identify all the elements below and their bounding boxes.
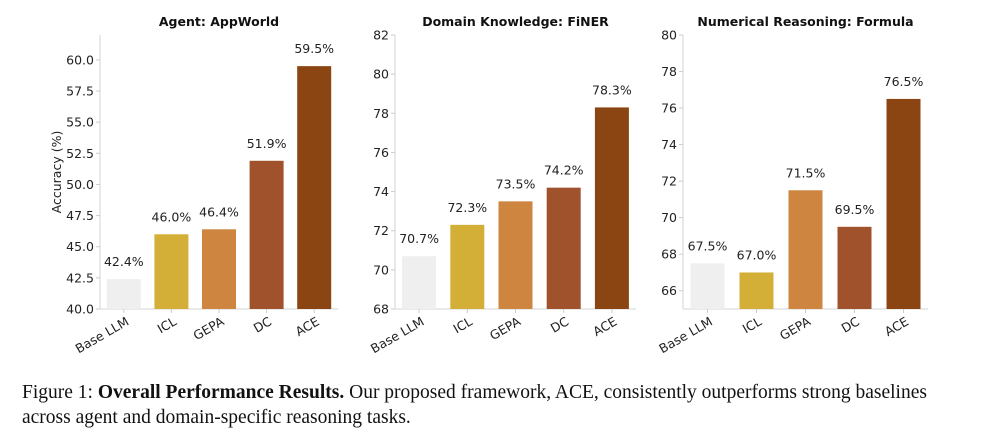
figure-charts: Agent: AppWorld 40.0 42.5 45.0 47.5 50.0 52.5 5…	[49, 14, 928, 356]
y-tick-label: 50.0	[66, 177, 94, 192]
y-tick-label: 70	[661, 210, 677, 225]
y-tick-label: 72	[373, 223, 389, 238]
x-tick-label: DC	[839, 313, 863, 335]
caption-bold: Overall Performance Results.	[97, 382, 345, 403]
x-tick-label: ICL	[451, 314, 475, 337]
y-tick-label: 74	[373, 184, 389, 199]
x-tick-label: GEPA	[777, 313, 813, 343]
figure-caption: Figure 1: Overall Performance Results. O…	[22, 380, 972, 430]
x-tick-label: DC	[251, 313, 275, 335]
y-tick-label: 78	[661, 64, 677, 79]
bar-base-llm	[402, 256, 437, 309]
y-tick-label: 40.0	[66, 302, 94, 317]
y-tick-label: 47.5	[66, 208, 94, 223]
y-tick-label: 52.5	[66, 146, 94, 161]
data-label: 70.7%	[399, 231, 439, 246]
data-label: 78.3%	[592, 82, 632, 97]
bar-icl	[450, 224, 485, 309]
chart-title: Domain Knowledge: FiNER	[422, 14, 609, 29]
caption-prefix: Figure 1:	[22, 382, 98, 403]
bar-ace	[886, 98, 921, 309]
bar-icl	[154, 234, 189, 309]
chart-1: Domain Knowledge: FiNER 68 70 72 74 76 78 80 82 7…	[368, 14, 636, 356]
x-tick-label: ACE	[882, 314, 911, 340]
y-tick-label: 45.0	[66, 239, 94, 254]
chart-0: Agent: AppWorld 40.0 42.5 45.0 47.5 50.0 52.5 5…	[49, 14, 338, 356]
y-tick-label: 76	[661, 101, 677, 116]
y-tick-label: 68	[661, 247, 677, 262]
y-tick-label: 78	[373, 106, 389, 121]
chart-title: Agent: AppWorld	[159, 14, 279, 29]
bar-ace	[594, 107, 629, 310]
data-label: 67.0%	[737, 247, 777, 262]
data-label: 74.2%	[544, 163, 584, 178]
x-tick-label: ICL	[155, 314, 179, 337]
bar-gepa	[788, 190, 823, 309]
x-tick-label: ACE	[293, 314, 322, 340]
bar-gepa	[202, 229, 236, 309]
y-tick-label: 68	[373, 302, 389, 317]
x-tick-label: Base LLM	[73, 314, 132, 357]
y-tick-label: 70	[373, 262, 389, 277]
bar-dc	[249, 160, 284, 309]
data-label: 69.5%	[835, 202, 875, 217]
bar-base-llm	[106, 279, 141, 309]
x-tick-label: ACE	[590, 314, 619, 340]
y-tick-label: 72	[661, 174, 677, 189]
x-tick-label: Base LLM	[656, 314, 715, 357]
y-tick-label: 82	[373, 28, 389, 43]
data-label: 67.5%	[688, 238, 728, 253]
bar-gepa	[498, 201, 533, 309]
y-tick-label: 55.0	[66, 115, 94, 130]
y-tick-label: 76	[373, 145, 389, 160]
y-tick-label: 74	[661, 137, 677, 152]
x-tick-label: GEPA	[487, 313, 523, 343]
data-label: 46.0%	[152, 209, 192, 224]
y-tick-label: 57.5	[66, 84, 94, 99]
data-label: 73.5%	[496, 176, 536, 191]
bar-icl	[739, 272, 774, 309]
caption-text: Our proposed framework, ACE, consistentl…	[22, 382, 927, 428]
data-label: 42.4%	[104, 254, 144, 269]
x-tick-label: ICL	[740, 314, 764, 337]
y-axis-label: Accuracy (%)	[49, 131, 64, 214]
data-label: 71.5%	[786, 165, 826, 180]
x-tick-label: DC	[548, 313, 572, 335]
y-tick-label: 42.5	[66, 270, 94, 285]
data-label: 72.3%	[447, 200, 487, 215]
data-label: 76.5%	[884, 74, 924, 89]
x-tick-label: GEPA	[191, 313, 227, 343]
bar-dc	[546, 187, 581, 309]
y-tick-label: 66	[661, 283, 677, 298]
bar-dc	[837, 226, 872, 309]
x-tick-label: Base LLM	[368, 314, 427, 357]
bar-ace	[297, 66, 332, 310]
data-label: 46.4%	[199, 204, 239, 219]
chart-title: Numerical Reasoning: Formula	[697, 14, 913, 29]
y-tick-label: 60.0	[66, 52, 94, 67]
bar-base-llm	[690, 263, 725, 309]
y-tick-label: 80	[373, 67, 389, 82]
y-tick-label: 80	[661, 28, 677, 43]
data-label: 51.9%	[247, 136, 287, 151]
chart-2: Numerical Reasoning: Formula 66 68 70 72 74 76…	[656, 14, 928, 356]
data-label: 59.5%	[294, 41, 334, 56]
